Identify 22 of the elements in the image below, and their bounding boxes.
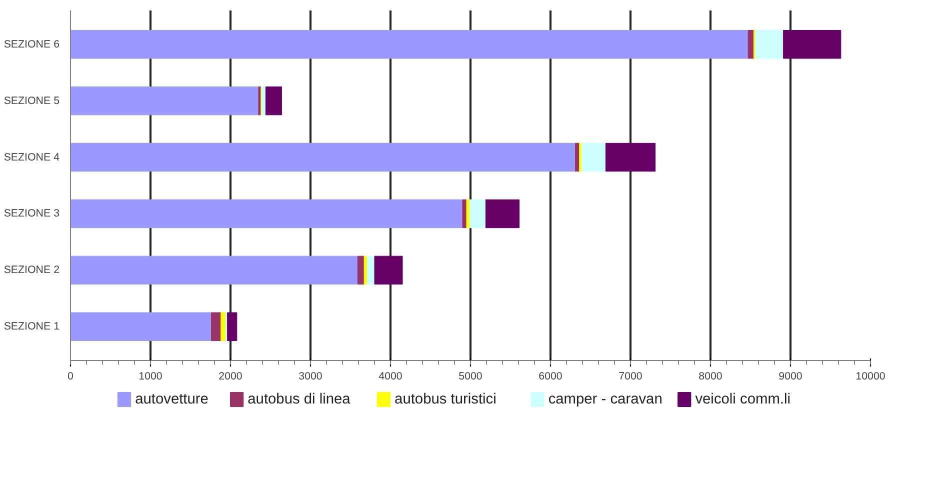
y-tick-label: SEZIONE 5 xyxy=(4,94,60,107)
legend-label: autovetture xyxy=(135,392,208,408)
legend-label: veicoli comm.li xyxy=(695,392,790,408)
y-tick-label: SEZIONE 3 xyxy=(4,208,60,220)
x-tick-label: 4000 xyxy=(378,370,402,382)
x-tick-label: 0 xyxy=(68,370,74,382)
y-tick-label: SEZIONE 1 xyxy=(4,320,60,333)
x-tick-label: 2000 xyxy=(218,370,242,382)
y-tick-label: SEZIONE 4 xyxy=(4,151,60,164)
x-tick-label: 6000 xyxy=(538,370,562,382)
y-tick-label: SEZIONE 2 xyxy=(4,264,60,276)
legend-label: autobus di linea xyxy=(248,392,352,408)
x-tick-label: 3000 xyxy=(298,370,322,382)
x-tick-label: 10000 xyxy=(856,370,886,382)
x-tick-label: 9000 xyxy=(778,370,802,382)
legend-label: camper - caravan xyxy=(548,392,662,408)
legend-label: autobus turistici xyxy=(394,392,496,408)
x-tick-label: 8000 xyxy=(698,370,722,382)
x-tick-label: 5000 xyxy=(458,370,482,382)
x-tick-label: 7000 xyxy=(618,370,642,382)
y-tick-label: SEZIONE 6 xyxy=(4,38,60,50)
x-tick-label: 1000 xyxy=(138,370,162,382)
